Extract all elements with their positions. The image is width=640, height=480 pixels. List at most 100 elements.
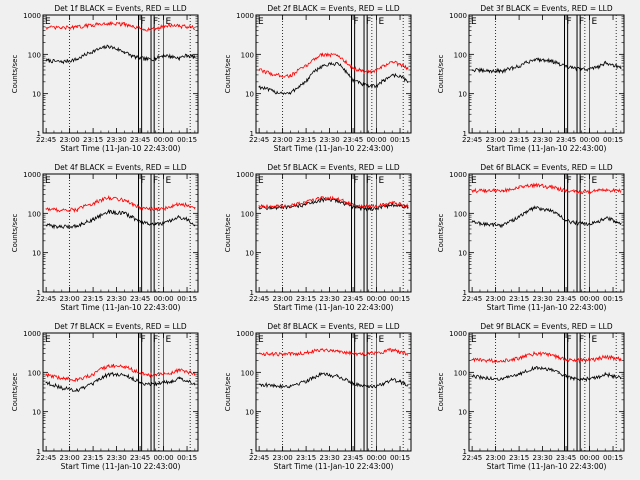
data-point (45, 208, 47, 210)
data-point (360, 384, 362, 386)
data-point (336, 62, 339, 64)
data-point (258, 206, 260, 209)
data-point (131, 55, 133, 57)
x-tick-label: 23:00 (486, 454, 506, 462)
data-point (123, 199, 126, 201)
x-tick-label: 23:30 (532, 136, 552, 144)
data-point (61, 226, 63, 228)
data-point (549, 59, 552, 62)
data-point (305, 81, 307, 83)
data-point (612, 357, 614, 359)
data-point (549, 368, 552, 370)
x-tick-label: 23:30 (532, 295, 552, 303)
y-tick-label: 1000 (449, 12, 467, 20)
x-tick-label: 23:15 (83, 454, 103, 462)
data-point (321, 199, 323, 201)
y-tick-label: 10 (245, 250, 254, 258)
series-line-lld (45, 363, 196, 383)
x-tick-label: 23:00 (60, 295, 80, 303)
data-point (131, 203, 133, 205)
data-point (581, 378, 583, 380)
data-point (557, 356, 559, 358)
data-point (147, 208, 149, 210)
y-tick-label: 10 (458, 91, 467, 99)
data-point (162, 25, 165, 27)
data-point (604, 189, 606, 191)
data-point (45, 224, 47, 226)
data-point (155, 28, 157, 30)
y-tick-label: 100 (241, 210, 254, 218)
y-tick-label: 1 (463, 130, 467, 138)
data-point (534, 367, 536, 369)
data-point (139, 28, 141, 30)
data-point (557, 188, 559, 190)
data-point (352, 352, 354, 355)
data-point (274, 385, 276, 387)
x-tick-label: 23:00 (486, 136, 506, 144)
marker-label: F (141, 335, 146, 345)
x-tick-label: 23:00 (273, 136, 293, 144)
y-tick-label: 1000 (236, 171, 254, 179)
data-point (588, 222, 591, 225)
marker-label: E (379, 17, 385, 27)
x-tick-label: 00:00 (153, 136, 173, 144)
data-point (61, 387, 63, 389)
data-point (186, 379, 188, 382)
data-point (274, 91, 276, 93)
x-tick-label: 23:00 (60, 136, 80, 144)
x-tick-label: 23:00 (486, 295, 506, 303)
x-axis-label: Start Time (11-Jan-10 22:43:00) (61, 462, 181, 471)
x-tick-label: 00:00 (366, 454, 386, 462)
marker-label: F (153, 17, 158, 27)
data-point (139, 221, 141, 223)
y-tick-label: 1 (463, 289, 467, 297)
data-point (549, 209, 552, 211)
data-point (321, 53, 323, 55)
data-point (368, 207, 370, 210)
data-point (76, 26, 79, 28)
data-point (344, 61, 346, 63)
data-point (471, 375, 473, 377)
data-point (321, 65, 323, 67)
data-point (186, 218, 188, 221)
y-axis-label: Counts/sec (437, 214, 445, 253)
data-point (407, 384, 409, 386)
x-tick-label: 00:00 (366, 136, 386, 144)
data-point (502, 378, 505, 380)
series-line-events (45, 44, 196, 65)
data-point (596, 66, 598, 68)
x-tick-label: 23:00 (273, 454, 293, 462)
data-point (596, 358, 598, 360)
plot-frame (42, 332, 199, 452)
data-point (76, 208, 79, 211)
series-line-lld (45, 21, 196, 32)
y-tick-label: 1 (463, 448, 467, 456)
panel-title: Det 8f BLACK = Events, RED = LLD (267, 322, 400, 331)
plot-frame (468, 14, 625, 134)
y-tick-label: 1000 (449, 171, 467, 179)
data-point (123, 374, 126, 376)
marker-label: E (471, 176, 477, 186)
data-point (573, 359, 575, 362)
data-point (131, 377, 133, 380)
plot-frame (255, 173, 412, 293)
data-point (604, 373, 606, 375)
data-point (565, 220, 567, 222)
x-tick-label: 23:30 (319, 454, 339, 462)
data-point (155, 223, 157, 226)
data-point (170, 55, 172, 58)
data-point (194, 26, 196, 29)
y-tick-label: 1000 (23, 171, 41, 179)
data-point (162, 54, 165, 56)
data-point (336, 54, 339, 56)
x-axis-label: Start Time (11-Jan-10 22:43:00) (274, 462, 394, 471)
y-tick-label: 1 (250, 289, 254, 297)
data-point (391, 202, 393, 204)
marker-label: F (579, 335, 584, 345)
data-point (147, 28, 149, 31)
marker-label: F (153, 335, 158, 345)
panel-title: Det 6f BLACK = Events, RED = LLD (480, 163, 613, 172)
